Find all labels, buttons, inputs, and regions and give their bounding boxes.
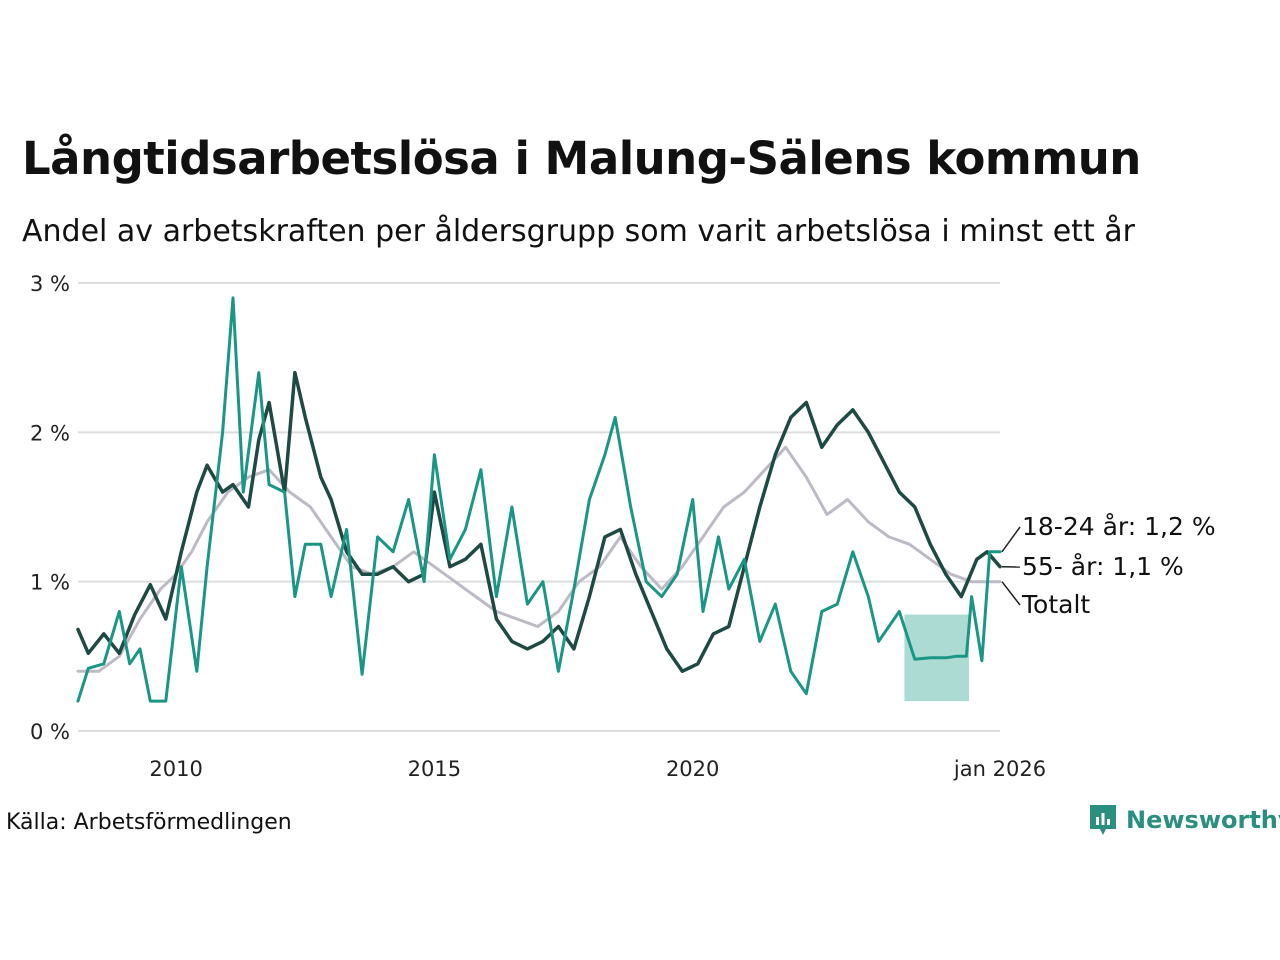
series-layer bbox=[76, 296, 1002, 703]
end-label-total: Totalt bbox=[1021, 590, 1090, 619]
source-text: Källa: Arbetsförmedlingen bbox=[6, 810, 292, 835]
series-line-young bbox=[76, 296, 1002, 703]
chart-title: Långtidsarbetslösa i Malung-Sälens kommu… bbox=[22, 132, 1141, 185]
y-tick-label: 0 % bbox=[30, 720, 70, 744]
x-tick-label: jan 2026 bbox=[953, 757, 1046, 781]
grid-layer bbox=[78, 282, 1000, 732]
x-tick-label: 2010 bbox=[149, 757, 202, 781]
y-tick-label: 3 % bbox=[30, 272, 70, 296]
newsworthy-logo[interactable]: Newsworthy bbox=[1088, 803, 1280, 837]
newsworthy-logo-icon bbox=[1090, 805, 1116, 835]
series-line-older bbox=[76, 370, 1002, 674]
y-tick-label: 2 % bbox=[30, 421, 70, 445]
series-line-total bbox=[76, 445, 1002, 673]
axis-layer: 0 % 1 % 2 % 3 % 2010 2015 2020 jan 2026 bbox=[30, 272, 1046, 781]
chart-subtitle: Andel av arbetskraften per åldersgrupp s… bbox=[22, 214, 1135, 249]
x-tick-label: 2015 bbox=[408, 757, 461, 781]
leader-line-young bbox=[1001, 526, 1021, 553]
end-label-older: 55- år: 1,1 % bbox=[1022, 552, 1184, 581]
x-tick-label: 2020 bbox=[666, 757, 719, 781]
end-label-layer: Totalt 55- år: 1,1 % 18-24 år: 1,2 % bbox=[1001, 512, 1216, 619]
leader-line-total bbox=[1001, 581, 1021, 606]
y-tick-label: 1 % bbox=[30, 571, 70, 595]
end-label-young: 18-24 år: 1,2 % bbox=[1022, 512, 1216, 541]
logo-text: Newsworthy bbox=[1126, 806, 1280, 834]
